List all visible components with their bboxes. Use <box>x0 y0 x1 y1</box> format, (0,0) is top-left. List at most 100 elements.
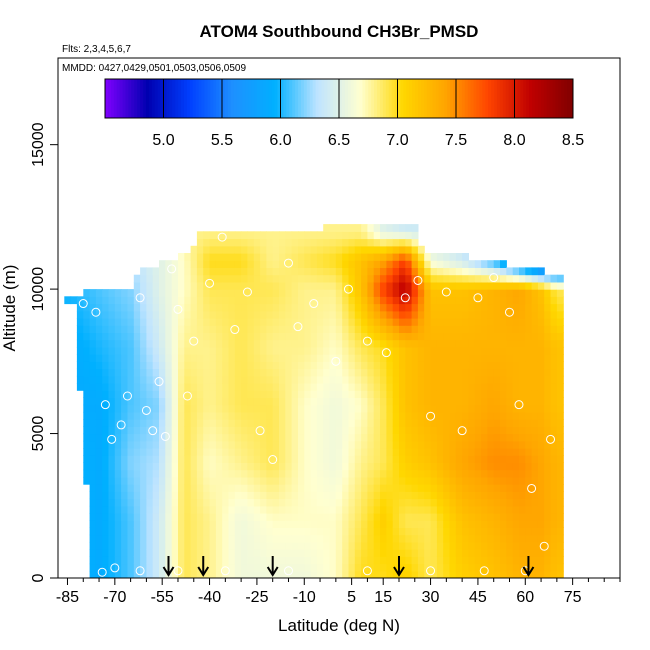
heatmap-cell <box>152 469 160 478</box>
heatmap-cell <box>323 426 331 435</box>
heatmap-cell <box>531 520 539 528</box>
colorbar-segment <box>432 79 436 118</box>
heatmap-cell <box>304 238 312 247</box>
heatmap-cell <box>417 419 425 427</box>
heatmap-cell <box>95 383 103 391</box>
heatmap-cell <box>455 513 463 521</box>
colorbar-segment <box>134 79 138 118</box>
heatmap-cell <box>304 245 312 254</box>
heatmap-cell <box>190 281 198 290</box>
heatmap-cell <box>424 513 432 521</box>
sample-point <box>255 426 265 436</box>
heatmap-cell <box>121 375 128 384</box>
heatmap-cell <box>178 296 185 305</box>
heatmap-cell <box>361 520 368 528</box>
heatmap-cell <box>474 527 482 536</box>
heatmap-cell <box>146 274 154 283</box>
heatmap-cell <box>140 462 147 471</box>
heatmap-cell <box>424 556 432 565</box>
colorbar-segment <box>491 79 495 118</box>
heatmap-cell <box>373 404 381 413</box>
heatmap-cell <box>342 267 350 276</box>
heatmap-cell <box>436 361 444 370</box>
heatmap-cell <box>411 498 419 507</box>
heatmap-cell <box>222 383 230 391</box>
colorbar-segment <box>517 79 521 118</box>
heatmap-cell <box>531 274 539 283</box>
heatmap-cell <box>335 310 343 319</box>
heatmap-cell <box>165 505 173 514</box>
heatmap-cell <box>556 469 564 478</box>
heatmap-cell <box>329 281 337 290</box>
heatmap-cell <box>525 411 533 420</box>
heatmap-cell <box>108 484 116 492</box>
heatmap-cell <box>342 289 350 297</box>
heatmap-cell <box>367 556 375 565</box>
heatmap-cell <box>190 375 198 384</box>
heatmap-cell <box>405 448 413 456</box>
heatmap-cell <box>500 390 507 398</box>
heatmap-cell <box>348 455 356 463</box>
heatmap-cell <box>228 498 236 507</box>
heatmap-cell <box>241 281 248 290</box>
heatmap-cell <box>386 318 394 326</box>
heatmap-cell <box>531 513 539 521</box>
heatmap-cell <box>304 462 312 471</box>
heatmap-cell <box>291 404 299 413</box>
heatmap-cell <box>449 346 457 355</box>
heatmap-cell <box>102 440 110 449</box>
heatmap-cell <box>310 541 318 550</box>
heatmap-cell <box>228 310 236 319</box>
heatmap-cell <box>89 505 97 514</box>
heatmap-cell <box>196 513 204 521</box>
heatmap-cell <box>159 289 166 297</box>
heatmap-cell <box>178 469 185 478</box>
heatmap-cell <box>474 534 482 543</box>
heatmap-cell <box>215 570 223 578</box>
colorbar-segment <box>213 79 217 118</box>
heatmap-cell <box>411 332 419 341</box>
heatmap-cell <box>519 296 526 305</box>
heatmap-cell <box>506 296 514 305</box>
colorbar-tick-label: 8.5 <box>562 132 584 149</box>
heatmap-cell <box>531 325 539 333</box>
heatmap-cell <box>291 476 299 485</box>
heatmap-cell <box>411 318 419 326</box>
heatmap-cell <box>525 332 533 341</box>
heatmap-cell <box>411 563 419 572</box>
heatmap-cell <box>481 260 488 268</box>
heatmap-cell <box>165 339 173 348</box>
heatmap-cell <box>531 556 539 565</box>
heatmap-cell <box>133 419 141 427</box>
colorbar-segment <box>125 79 129 118</box>
heatmap-cell <box>152 505 160 514</box>
heatmap-cell <box>310 339 318 348</box>
heatmap-cell <box>304 310 312 319</box>
heatmap-cell <box>417 570 425 578</box>
heatmap-cell <box>367 505 375 514</box>
heatmap-cell <box>76 346 84 355</box>
heatmap-cell <box>184 491 192 500</box>
heatmap-cell <box>348 563 356 572</box>
heatmap-cell <box>266 231 274 240</box>
heatmap-cell <box>266 253 274 261</box>
heatmap-cell <box>171 325 179 333</box>
heatmap-cell <box>417 303 425 312</box>
heatmap-cell <box>430 419 438 427</box>
sample-point <box>242 287 252 297</box>
heatmap-cell <box>133 476 141 485</box>
heatmap-cell <box>304 383 312 391</box>
heatmap-cell <box>399 411 406 420</box>
heatmap-cell <box>285 563 293 572</box>
heatmap-cell <box>241 476 248 485</box>
heatmap-cell <box>430 310 438 319</box>
heatmap-cell <box>140 404 147 413</box>
heatmap-cell <box>386 469 394 478</box>
heatmap-cell <box>159 491 166 500</box>
heatmap-cell <box>83 426 91 435</box>
heatmap-cell <box>481 484 488 492</box>
heatmap-cell <box>127 303 135 312</box>
heatmap-cell <box>253 476 261 485</box>
heatmap-cell <box>481 354 488 362</box>
heatmap-cell <box>348 469 356 478</box>
